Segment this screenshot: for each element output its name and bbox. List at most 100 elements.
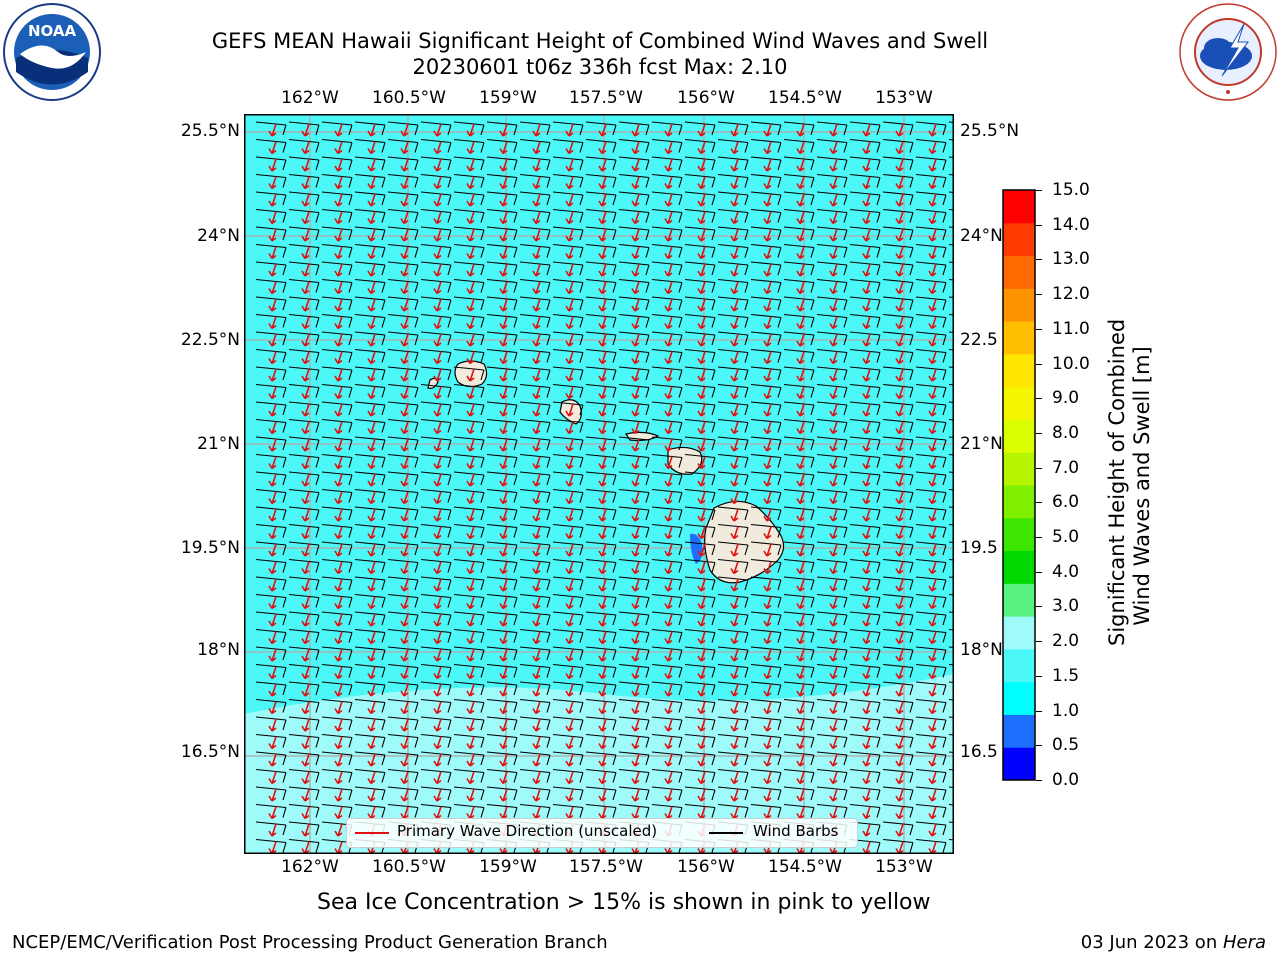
wave-arrow <box>895 683 904 697</box>
wind-barb <box>387 278 419 293</box>
wave-arrow <box>796 683 805 697</box>
wind-barb <box>420 506 452 521</box>
wind-barb <box>387 628 419 643</box>
wind-barb <box>255 821 287 836</box>
wave-arrow <box>631 228 640 242</box>
wind-barb <box>651 733 683 748</box>
wave-arrow <box>664 438 673 452</box>
wind-barb <box>387 191 419 206</box>
wave-arrow <box>631 281 640 295</box>
wave-arrow <box>928 788 937 802</box>
wave-arrow <box>334 228 343 242</box>
wind-barb <box>684 173 716 188</box>
wind-barb <box>552 138 584 153</box>
wave-arrow <box>400 596 409 610</box>
wind-barb <box>420 593 452 608</box>
wave-arrow <box>268 736 277 750</box>
wind-barb <box>255 243 287 258</box>
wind-barb <box>882 523 914 538</box>
wave-arrow <box>565 701 574 715</box>
wind-barb <box>816 278 848 293</box>
wave-arrow <box>763 701 772 715</box>
colorbar-tick-label: 1.5 <box>1052 665 1080 686</box>
wind-barb <box>816 156 848 171</box>
wind-barb <box>651 243 683 258</box>
wind-barb <box>420 331 452 346</box>
wind-barb <box>618 313 650 328</box>
wind-barb <box>783 401 815 416</box>
wind-barb <box>816 541 848 556</box>
wave-arrow <box>697 298 706 312</box>
wave-arrow <box>433 491 442 505</box>
wind-barb <box>255 716 287 731</box>
wind-barb <box>321 278 353 293</box>
wind-barb <box>915 313 947 328</box>
wind-barb <box>783 278 815 293</box>
wave-arrow <box>763 158 772 172</box>
colorbar-tick-mark <box>1036 328 1042 330</box>
wave-arrow <box>829 368 838 382</box>
wave-arrow <box>895 228 904 242</box>
wave-arrow <box>796 141 805 155</box>
wave-arrow <box>532 736 541 750</box>
wave-arrow <box>301 403 310 417</box>
wave-arrow <box>301 123 310 137</box>
wave-arrow <box>664 491 673 505</box>
wind-barb <box>321 803 353 818</box>
top-longitude-label: 160.5°W <box>372 88 446 108</box>
wind-barb <box>288 698 320 713</box>
wave-arrow <box>697 736 706 750</box>
wind-barb <box>387 261 419 276</box>
wind-barb <box>354 768 386 783</box>
wind-barb <box>783 191 815 206</box>
wind-barb <box>618 331 650 346</box>
wind-barb <box>915 226 947 241</box>
wind-barb <box>816 453 848 468</box>
wind-barb <box>255 296 287 311</box>
wind-barb <box>552 751 584 766</box>
wave-arrow <box>730 491 739 505</box>
wind-barb <box>882 681 914 696</box>
wind-barb <box>684 436 716 451</box>
colorbar-tick-label: 8.0 <box>1052 422 1080 443</box>
wind-barb <box>585 366 617 381</box>
wind-barb <box>849 611 881 626</box>
wind-barb <box>420 576 452 591</box>
wave-arrow <box>697 508 706 522</box>
wind-barb <box>849 261 881 276</box>
colorbar-tick-label: 2.0 <box>1052 631 1080 652</box>
wave-arrow <box>433 141 442 155</box>
wind-barb <box>255 541 287 556</box>
wave-arrow <box>862 788 871 802</box>
wave-arrow <box>433 193 442 207</box>
wave-arrow <box>598 718 607 732</box>
wave-arrow <box>499 456 508 470</box>
wave-arrow <box>466 421 475 435</box>
wind-barb <box>255 383 287 398</box>
wind-barb <box>783 436 815 451</box>
colorbar-tick-mark <box>1036 294 1042 296</box>
wave-arrow <box>301 753 310 767</box>
wave-arrow <box>400 351 409 365</box>
wind-barb <box>519 716 551 731</box>
wave-arrow <box>268 683 277 697</box>
footer-date: 03 Jun 2023 on Hera <box>1081 932 1266 953</box>
wind-barb <box>783 768 815 783</box>
wave-arrow <box>598 228 607 242</box>
wave-arrow <box>268 701 277 715</box>
wind-barb <box>420 121 452 136</box>
wave-arrow <box>268 666 277 680</box>
wave-arrow <box>301 473 310 487</box>
wind-barb <box>387 663 419 678</box>
wind-barb <box>585 296 617 311</box>
wave-arrow <box>598 123 607 137</box>
wind-barb <box>882 733 914 748</box>
wave-arrow <box>499 753 508 767</box>
wave-arrow <box>928 228 937 242</box>
wind-barb <box>849 698 881 713</box>
wave-arrow <box>334 666 343 680</box>
wave-arrow <box>268 806 277 820</box>
wind-barb <box>882 191 914 206</box>
wind-barb <box>255 418 287 433</box>
wind-barb <box>321 366 353 381</box>
